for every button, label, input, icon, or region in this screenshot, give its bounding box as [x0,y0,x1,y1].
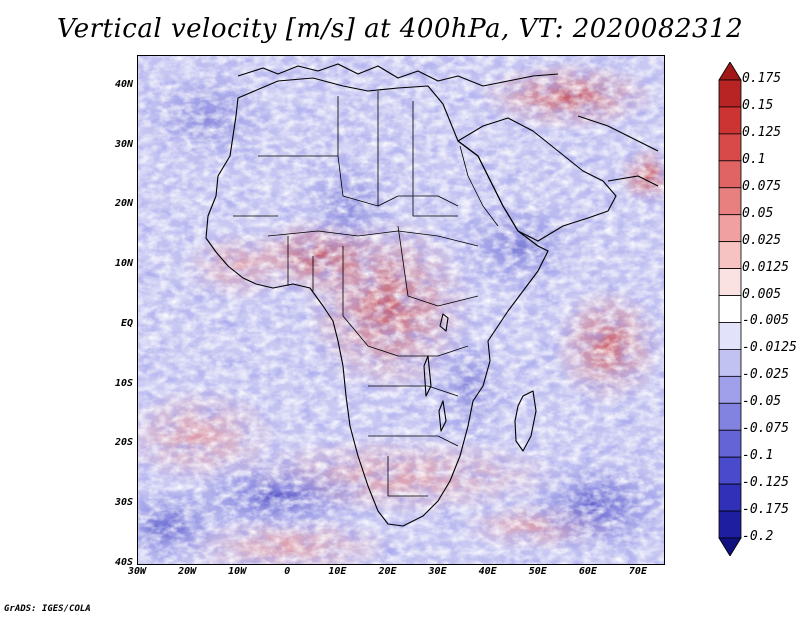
lon-tick-label: 40E [478,566,497,577]
colorbar-tick-label: 0.005 [742,286,782,302]
lon-tick-label: 70E [628,566,647,577]
colorbar-tick-label: -0.025 [742,367,789,383]
colorbar-tick-label: -0.2 [742,529,774,544]
colorbar-tick-label: 0.1 [742,151,766,167]
colorbar-tick-label: -0.175 [742,502,789,518]
colorbar-tick-label: -0.005 [742,313,789,329]
lat-tick-label: 30S [114,497,133,509]
lat-tick-label: 40N [114,78,133,90]
lon-tick-label: 30E [428,566,447,577]
lat-tick-label: 20N [114,198,133,210]
colorbar-tick-label: -0.125 [742,475,789,491]
lat-tick-label: 20S [114,437,133,449]
colorbar-tick-label: -0.0125 [742,340,797,356]
colorbar-segment [718,483,742,512]
colorbar-segment [718,402,742,431]
colorbar-tick-label: 0.125 [742,124,782,140]
map-title: Vertical velocity [m/s] at 400hPa, VT: 2… [56,14,744,44]
colorbar [718,62,742,556]
lat-tick-label: 10N [114,258,133,270]
lon-tick-label: 0 [284,566,291,577]
colorbar-segment [718,187,742,216]
vertical-velocity-field [138,56,664,564]
lon-tick-label: 20W [178,566,197,577]
colorbar-tick-label: 0.0125 [742,259,789,275]
coastlines [205,63,659,527]
colorbar-segment [718,160,742,189]
grads-credit: GrADS: IGES/COLA [4,604,91,614]
colorbar-segment [718,322,742,350]
lon-tick-label: 20E [378,566,397,577]
colorbar-segment [718,429,742,458]
colorbar-segment [718,133,742,162]
colorbar-segment [718,79,742,108]
lon-tick-label: 10W [228,566,247,577]
lon-tick-label: 10E [328,566,347,577]
colorbar-segment [718,62,742,81]
colorbar-segment [718,375,742,404]
colorbar-tick-label: 0.025 [742,232,782,248]
lat-tick-label: 30N [114,138,133,150]
lon-tick-label: 60E [578,566,597,577]
lon-tick-label: 30W [127,566,147,577]
colorbar-tick-label: -0.05 [742,394,782,410]
map-panel [137,55,665,565]
colorbar-segment [718,349,742,377]
colorbar-segment [718,214,742,243]
colorbar-tick-label: 0.075 [742,178,782,194]
colorbar-tick-label: 0.05 [742,205,774,221]
lat-tick-label: 40S [114,557,133,568]
colorbar-segment [718,295,742,323]
colorbar-segment [718,268,742,296]
colorbar-segment [718,510,742,539]
lon-tick-label: 50E [528,566,547,577]
colorbar-tick-label: 0.175 [742,71,782,86]
colorbar-segment [718,456,742,485]
lat-tick-label: EQ [120,317,133,329]
colorbar-tick-label: -0.1 [742,448,774,464]
lat-tick-label: 10S [114,377,133,389]
colorbar-tick-label: -0.075 [742,421,789,437]
colorbar-segment [718,537,742,556]
colorbar-tick-label: 0.15 [742,97,774,113]
colorbar-segment [718,241,742,269]
colorbar-segment [718,106,742,135]
